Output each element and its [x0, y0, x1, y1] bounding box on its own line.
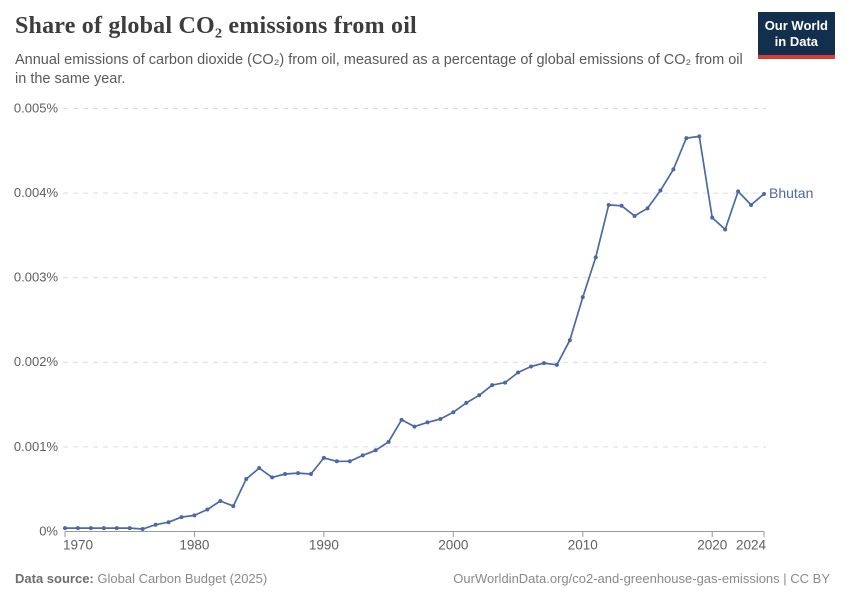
data-point[interactable]	[425, 420, 430, 425]
data-point[interactable]	[218, 499, 223, 504]
data-point[interactable]	[386, 439, 391, 444]
data-point[interactable]	[373, 448, 378, 453]
data-point[interactable]	[360, 453, 365, 458]
y-tick-label: 0.002%	[14, 354, 59, 369]
chart-subtitle: Annual emissions of carbon dioxide (CO₂)…	[15, 52, 743, 88]
data-point[interactable]	[736, 189, 741, 194]
data-point[interactable]	[593, 255, 598, 260]
data-source-value: Global Carbon Budget (2025)	[97, 571, 268, 586]
data-point[interactable]	[127, 526, 132, 531]
data-point[interactable]	[762, 191, 766, 196]
data-point[interactable]	[257, 466, 262, 471]
data-source-label: Data source:	[15, 571, 94, 586]
data-point[interactable]	[205, 507, 210, 512]
x-tick-label: 1980	[179, 538, 209, 553]
x-tick-label: 1970	[63, 538, 93, 553]
data-point[interactable]	[192, 513, 197, 518]
data-point[interactable]	[697, 134, 702, 139]
data-point[interactable]	[438, 416, 443, 421]
data-point[interactable]	[554, 362, 559, 367]
data-point[interactable]	[516, 370, 521, 375]
data-point[interactable]	[529, 364, 533, 369]
x-tick-label: 2000	[438, 538, 468, 553]
y-tick-label: 0.004%	[14, 185, 59, 200]
data-point[interactable]	[321, 455, 326, 460]
data-point[interactable]	[101, 526, 106, 531]
chart-title: Share of global CO₂ emissions from oil	[15, 13, 417, 39]
y-tick-label: 0%	[39, 523, 58, 538]
data-source[interactable]: Data source: Global Carbon Budget (2025)	[15, 571, 267, 586]
data-point[interactable]	[179, 515, 184, 520]
data-point[interactable]	[63, 526, 67, 531]
data-point[interactable]	[75, 526, 80, 531]
data-point[interactable]	[88, 526, 93, 531]
y-tick-label: 0.005%	[14, 100, 59, 115]
chart-footer: Data source: Global Carbon Budget (2025)…	[15, 571, 830, 586]
data-point[interactable]	[658, 188, 663, 193]
data-point[interactable]	[632, 213, 637, 218]
data-point[interactable]	[567, 338, 572, 343]
data-point[interactable]	[231, 504, 236, 509]
data-point[interactable]	[580, 295, 585, 300]
data-point[interactable]	[645, 206, 650, 211]
data-point[interactable]	[153, 522, 158, 527]
owid-logo-line2: in Data	[774, 34, 819, 50]
data-point[interactable]	[619, 203, 624, 208]
data-point[interactable]	[166, 520, 171, 525]
data-point[interactable]	[503, 380, 508, 385]
x-tick-label: 1990	[309, 538, 339, 553]
data-point[interactable]	[283, 471, 288, 476]
y-tick-label: 0.003%	[14, 270, 59, 285]
owid-logo-line1: Our World	[764, 18, 828, 33]
data-point[interactable]	[140, 526, 145, 531]
x-tick-label: 2010	[568, 538, 598, 553]
y-tick-label: 0.001%	[14, 439, 59, 454]
data-point[interactable]	[334, 459, 339, 464]
data-point[interactable]	[490, 383, 495, 388]
data-point[interactable]	[412, 424, 417, 429]
data-point[interactable]	[244, 477, 249, 482]
series-label[interactable]: Bhutan	[769, 185, 813, 201]
data-point[interactable]	[451, 410, 456, 415]
data-point[interactable]	[749, 202, 754, 207]
data-point[interactable]	[347, 459, 352, 464]
data-point[interactable]	[541, 361, 546, 366]
x-tick-label: 2020	[697, 538, 727, 553]
data-point[interactable]	[308, 471, 313, 476]
data-point[interactable]	[710, 215, 715, 220]
data-point[interactable]	[296, 471, 300, 476]
data-point[interactable]	[464, 400, 469, 405]
data-point[interactable]	[606, 202, 611, 207]
data-line[interactable]	[64, 135, 765, 530]
data-point[interactable]	[671, 167, 676, 172]
data-point[interactable]	[684, 136, 689, 141]
x-tick-label: 2024	[736, 538, 767, 553]
attribution-link[interactable]: OurWorldinData.org/co2-and-greenhouse-ga…	[453, 571, 830, 586]
data-point[interactable]	[477, 393, 482, 398]
owid-logo[interactable]: Our World in Data	[757, 12, 835, 59]
data-point[interactable]	[270, 475, 275, 480]
data-point[interactable]	[114, 526, 119, 531]
data-point[interactable]	[399, 417, 404, 422]
data-point[interactable]	[723, 227, 728, 232]
